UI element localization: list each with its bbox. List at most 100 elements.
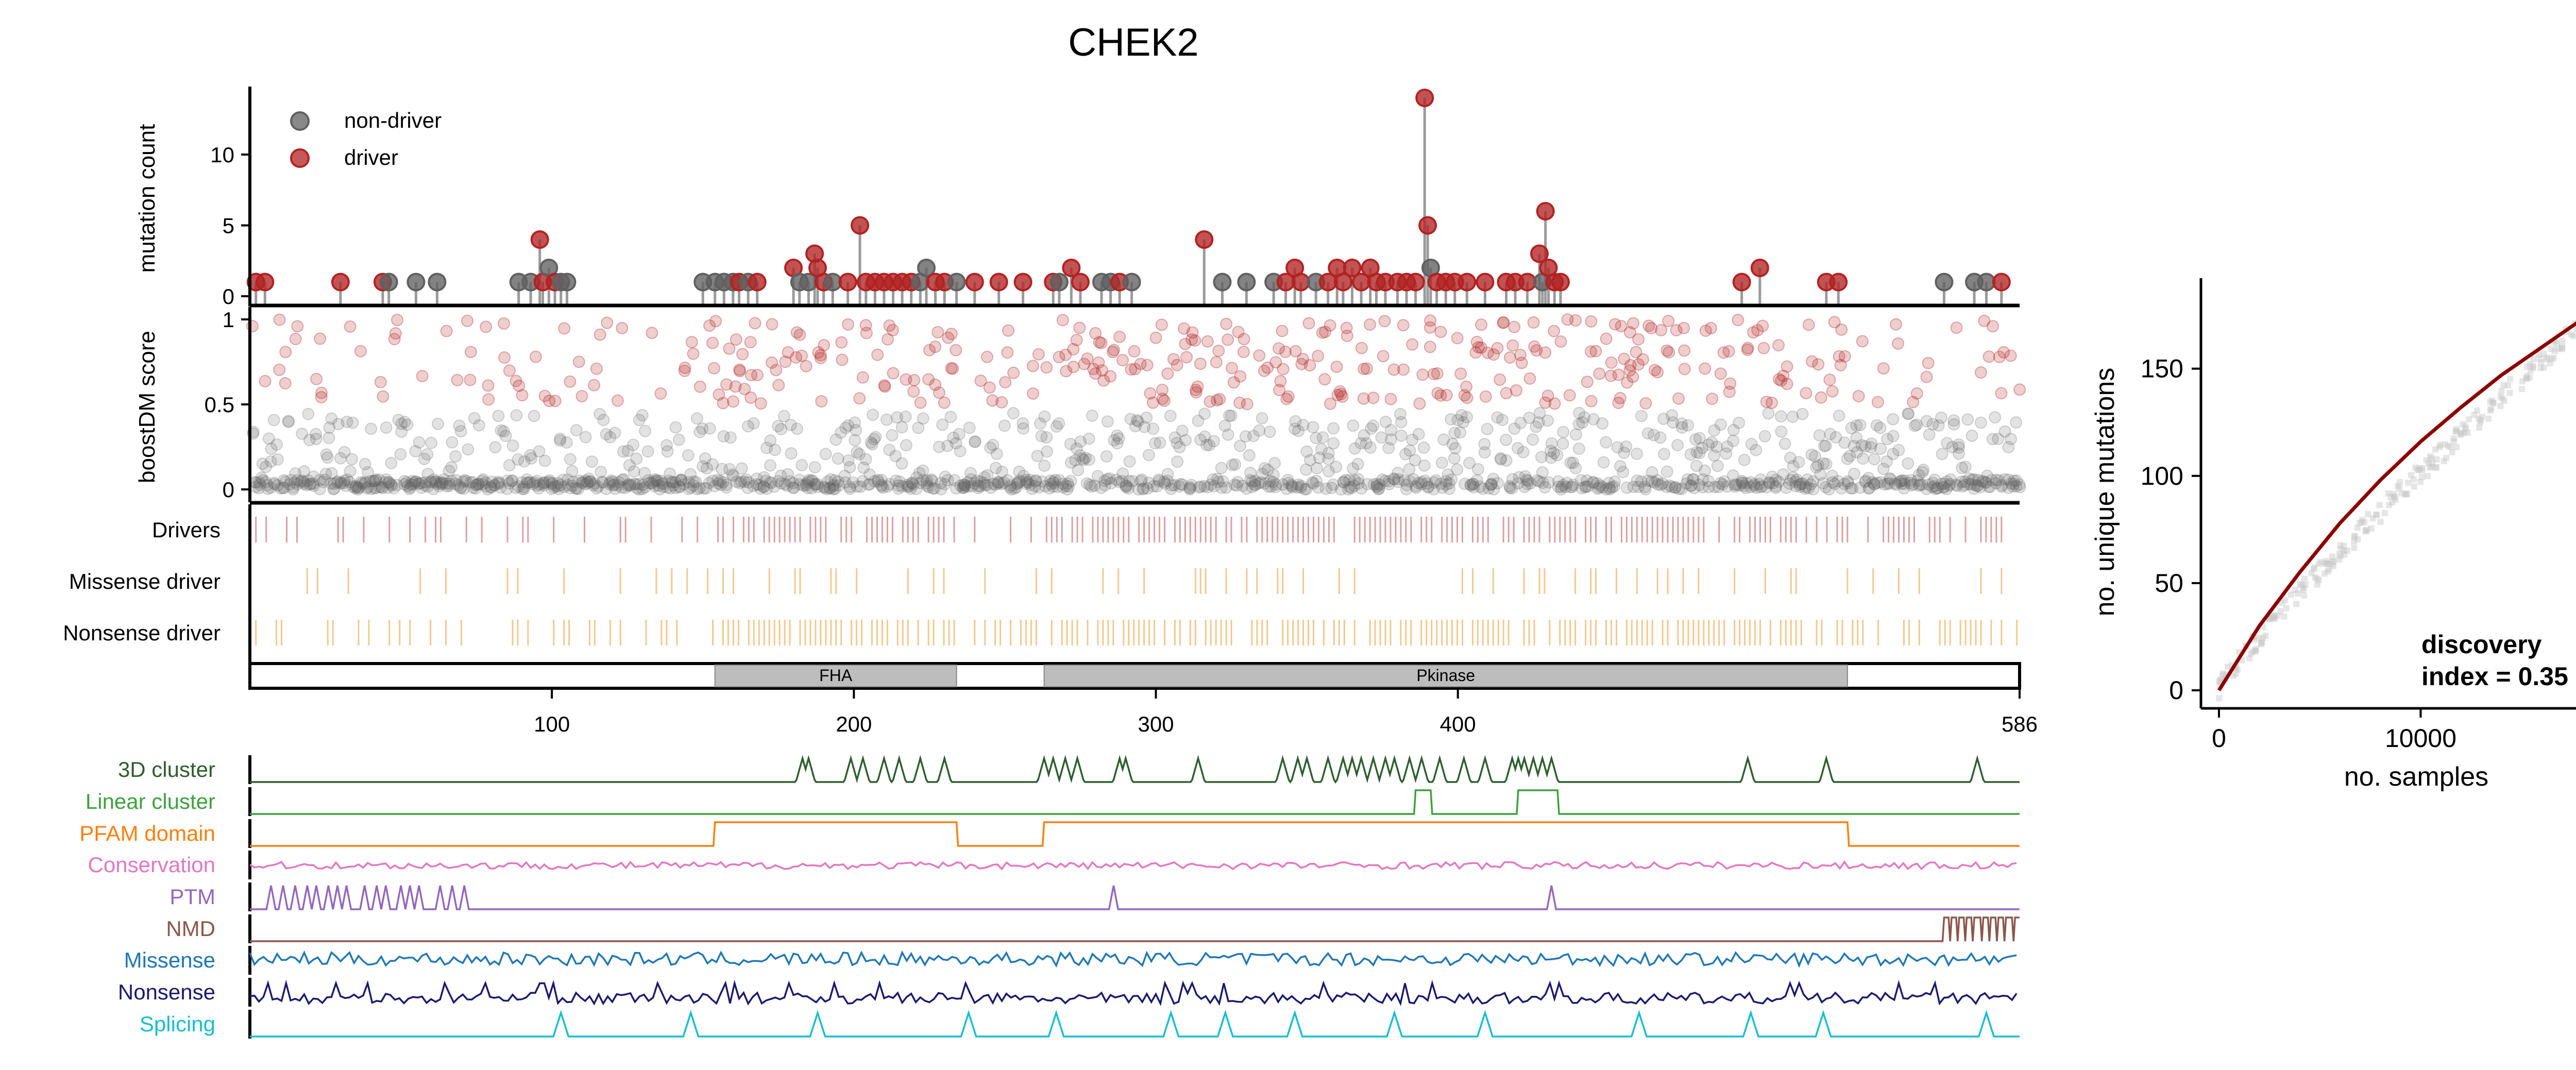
boostdm-driver-point	[914, 396, 927, 409]
boostdm-driver-point	[1241, 398, 1253, 411]
discovery-sample-point	[2233, 670, 2240, 677]
boostdm-driver-point	[1296, 353, 1309, 366]
boostdm-point	[369, 481, 382, 494]
boostdm-point	[1902, 457, 1914, 470]
boostdm-point	[1778, 437, 1791, 450]
boostdm-point	[523, 476, 536, 489]
boostdm-point	[1559, 481, 1572, 494]
boostdm-point	[987, 478, 1000, 490]
boostdm-point	[1814, 468, 1827, 481]
boostdm-point	[1448, 452, 1461, 465]
boostdm-driver-point	[1614, 392, 1626, 404]
boostdm-point	[1384, 433, 1397, 446]
boostdm-point	[691, 483, 704, 496]
driver-needle-head	[965, 273, 984, 292]
boostdm-point	[1282, 477, 1295, 489]
boostdm-driver-point	[974, 375, 987, 387]
legend-marker-non-driver	[290, 111, 310, 131]
boostdm-point	[1506, 473, 1519, 486]
boostdm-point	[1883, 477, 1895, 490]
boostdm-point	[271, 479, 284, 492]
driver-needle-head	[1992, 273, 2011, 292]
discovery-sample-point	[2462, 423, 2468, 430]
discovery-sample-point	[2463, 425, 2469, 432]
boostdm-point	[1789, 475, 1802, 488]
boostdm-point	[984, 441, 997, 454]
boostdm-point	[1383, 478, 1396, 490]
boostdm-point	[1744, 476, 1757, 489]
boostdm-point	[1682, 419, 1694, 432]
boostdm-point	[562, 479, 574, 491]
boostdm-point	[917, 464, 929, 477]
boostdm-point	[1294, 481, 1307, 494]
boostdm-point	[628, 478, 640, 490]
boostdm-point	[1850, 419, 1863, 432]
boostdm-point	[865, 436, 877, 449]
boostdm-driver-point	[1104, 370, 1117, 383]
boostdm-point	[1523, 412, 1536, 424]
boostdm-point	[1705, 436, 1718, 449]
boostdm-point	[1575, 482, 1588, 495]
boostdm-point	[1183, 481, 1196, 494]
boostdm-point	[328, 477, 341, 490]
discovery-sample-point	[2368, 525, 2375, 532]
boostdm-point	[1579, 481, 1592, 494]
discovery-sample-point	[2414, 466, 2421, 473]
discovery-sample-point	[2359, 517, 2366, 523]
boostdm-driver-point	[1699, 324, 1712, 337]
non-driver-needle-head	[1935, 273, 1954, 292]
boostdm-driver-point	[1605, 356, 1618, 369]
boostdm-driver-point	[1812, 358, 1825, 371]
boostdm-point	[863, 478, 876, 490]
boostdm-point	[633, 414, 646, 427]
boostdm-point	[669, 421, 682, 434]
boostdm-point	[1443, 477, 1455, 490]
domain-x-tick-label: 586	[2002, 712, 2038, 736]
boostdm-point	[1710, 440, 1723, 453]
boostdm-point	[875, 480, 888, 493]
boostdm-point	[684, 468, 697, 481]
boostdm-point	[1738, 480, 1751, 492]
boostdm-point	[754, 482, 767, 495]
discovery-sample-point	[2281, 613, 2287, 620]
boostdm-point	[653, 483, 666, 496]
boostdm-point	[1962, 472, 1975, 485]
boostdm-point	[398, 478, 411, 491]
boostdm-point	[962, 480, 975, 493]
boostdm-point	[1962, 478, 1975, 490]
boostdm-point	[332, 475, 345, 488]
boostdm-point	[1524, 477, 1537, 490]
boostdm-driver-point	[1775, 374, 1788, 387]
boostdm-point	[1312, 481, 1325, 494]
boostdm-point	[1574, 474, 1587, 487]
boostdm-point	[1255, 476, 1267, 489]
boostdm-point	[1658, 448, 1671, 461]
boostdm-driver-point	[1331, 388, 1344, 401]
boostdm-point	[1669, 481, 1682, 494]
boostdm-point	[1465, 479, 1478, 492]
boostdm-point	[1881, 478, 1894, 490]
boostdm-point	[1813, 429, 1826, 442]
discovery-sample-point	[2374, 512, 2380, 518]
boostdm-point	[1179, 434, 1192, 447]
boostdm-driver-point	[1760, 396, 1773, 409]
non-driver-needle-head	[406, 273, 426, 292]
boostdm-point	[893, 475, 906, 488]
boostdm-point	[1527, 433, 1539, 446]
boostdm-point	[1020, 477, 1032, 490]
boostdm-point	[360, 482, 373, 495]
boostdm-point	[1926, 477, 1939, 489]
boostdm-point	[1686, 473, 1699, 486]
boostdm-point	[1976, 474, 1989, 487]
boostdm-point	[1410, 481, 1422, 494]
boostdm-point	[661, 445, 674, 458]
boostdm-point	[1300, 445, 1313, 458]
boostdm-point	[972, 482, 985, 495]
boostdm-point	[1142, 449, 1155, 462]
boostdm-driver-point	[291, 320, 304, 333]
boostdm-point	[1898, 474, 1911, 487]
boostdm-point	[1361, 478, 1374, 490]
boostdm-point	[339, 479, 352, 492]
boostdm-driver-point	[1889, 318, 1902, 331]
boostdm-point	[768, 480, 781, 493]
